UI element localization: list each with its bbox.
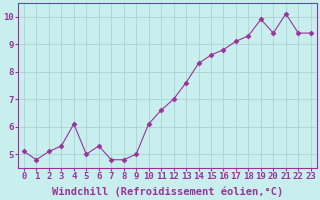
X-axis label: Windchill (Refroidissement éolien,°C): Windchill (Refroidissement éolien,°C) [52, 187, 283, 197]
